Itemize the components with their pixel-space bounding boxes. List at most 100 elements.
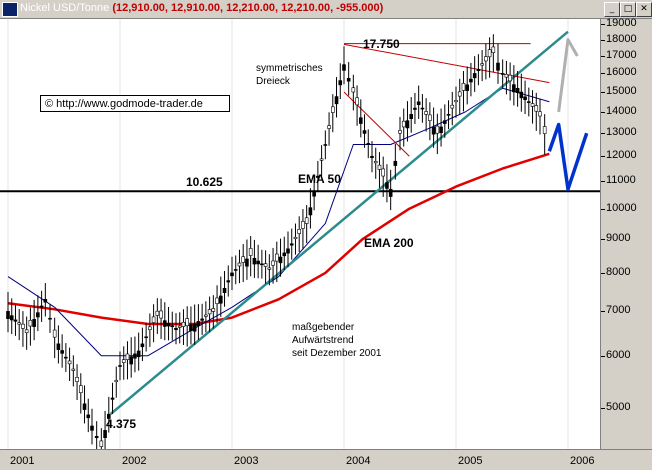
y-tick-label: 14000 xyxy=(606,104,637,117)
price-candle xyxy=(476,68,481,72)
y-tick-label: 13000 xyxy=(606,126,637,139)
ohlc-values: (12,910.00, 12,910.00, 12,210.00, 12,210… xyxy=(112,2,384,14)
price-candle xyxy=(189,324,193,331)
y-tick-mark xyxy=(601,156,605,158)
close-button[interactable]: ✕ xyxy=(636,2,652,17)
ema200-label: EMA 200 xyxy=(364,236,414,250)
price-candle xyxy=(472,73,477,79)
price-candle xyxy=(461,83,466,91)
price-candle xyxy=(99,440,104,447)
price-candle xyxy=(140,343,145,348)
price-candle xyxy=(457,91,462,97)
y-tick-mark xyxy=(601,208,605,210)
price-candle xyxy=(82,403,87,410)
price-candle xyxy=(526,101,531,103)
price-candle xyxy=(148,326,152,330)
price-candle xyxy=(370,155,374,158)
price-candle xyxy=(215,297,219,304)
price-candle xyxy=(129,356,133,365)
triangle-lower-line xyxy=(343,91,410,157)
price-candle xyxy=(530,103,535,107)
y-tick-mark xyxy=(601,311,605,313)
y-tick-mark xyxy=(601,111,605,113)
price-candle xyxy=(196,321,201,327)
projection-gray xyxy=(557,38,579,113)
price-candle xyxy=(64,356,68,359)
price-candle xyxy=(293,236,298,239)
price-candle xyxy=(185,318,189,326)
title-bar[interactable]: Nickel USD/Tonne (12,910.00, 12,910.00, … xyxy=(0,0,652,19)
minimize-button[interactable]: _ xyxy=(604,2,620,17)
price-candle xyxy=(428,114,432,121)
y-tick-mark xyxy=(601,92,605,94)
price-candle xyxy=(334,96,339,105)
price-candle xyxy=(36,312,40,318)
price-candle xyxy=(121,359,126,363)
peak-label: 17.750 xyxy=(363,37,400,51)
price-candle xyxy=(67,360,72,365)
price-candle xyxy=(491,46,496,53)
price-candle xyxy=(155,310,160,316)
x-tick-label: 2003 xyxy=(234,455,259,467)
price-candle xyxy=(43,298,48,303)
price-candle xyxy=(450,104,455,109)
price-candle xyxy=(401,120,406,128)
price-candle xyxy=(226,280,231,283)
price-candle xyxy=(424,111,428,115)
maximize-button[interactable]: □ xyxy=(620,2,636,17)
price-candle xyxy=(237,262,242,267)
price-candle xyxy=(420,107,425,110)
price-candle xyxy=(252,257,257,265)
chart-app-icon xyxy=(2,2,18,17)
price-candle xyxy=(534,105,539,112)
price-candle xyxy=(484,56,488,62)
price-candle xyxy=(211,308,216,312)
price-candle xyxy=(24,329,29,333)
price-candle xyxy=(366,143,371,145)
price-candle xyxy=(439,126,443,134)
price-candle xyxy=(523,96,527,101)
price-candle xyxy=(351,87,356,93)
price-candle xyxy=(469,78,473,83)
price-candle xyxy=(94,436,99,439)
price-candle xyxy=(90,425,94,431)
price-candle xyxy=(9,315,14,321)
price-candle xyxy=(338,80,343,86)
price-candle xyxy=(174,327,178,331)
price-candle xyxy=(373,161,378,164)
price-candle xyxy=(388,188,393,197)
price-candle xyxy=(542,126,547,134)
price-candle xyxy=(136,350,141,358)
copyright-notice: © http://www.godmode-trader.de xyxy=(40,95,230,112)
y-tick-mark xyxy=(601,56,605,57)
price-candle xyxy=(519,91,524,99)
price-candle xyxy=(86,414,91,419)
price-candle xyxy=(241,256,245,263)
triangle-label-2: Dreieck xyxy=(256,76,290,87)
y-tick-label: 11000 xyxy=(606,174,636,187)
y-tick-label: 7000 xyxy=(606,304,631,317)
price-candle xyxy=(480,63,484,66)
y-tick-label: 10000 xyxy=(606,201,637,214)
price-candle xyxy=(308,207,313,216)
price-candle xyxy=(107,413,111,419)
price-candle xyxy=(52,329,57,338)
y-tick-label: 12000 xyxy=(606,149,637,162)
price-candle xyxy=(504,74,509,78)
price-candle xyxy=(323,144,328,146)
x-tick-label: 2004 xyxy=(346,455,371,467)
y-tick-label: 6000 xyxy=(606,348,631,361)
y-tick-label: 15000 xyxy=(606,85,637,98)
projection-blue xyxy=(547,122,589,191)
trendline xyxy=(109,30,569,415)
price-candle xyxy=(413,107,417,110)
price-chart[interactable] xyxy=(0,19,600,449)
ema200-line xyxy=(7,152,550,326)
price-candle xyxy=(327,125,331,129)
price-candle xyxy=(446,114,451,116)
price-candle xyxy=(60,350,64,354)
price-candle xyxy=(204,314,208,317)
price-candle xyxy=(431,126,436,135)
price-candle xyxy=(6,311,10,319)
y-tick-mark xyxy=(601,133,605,135)
